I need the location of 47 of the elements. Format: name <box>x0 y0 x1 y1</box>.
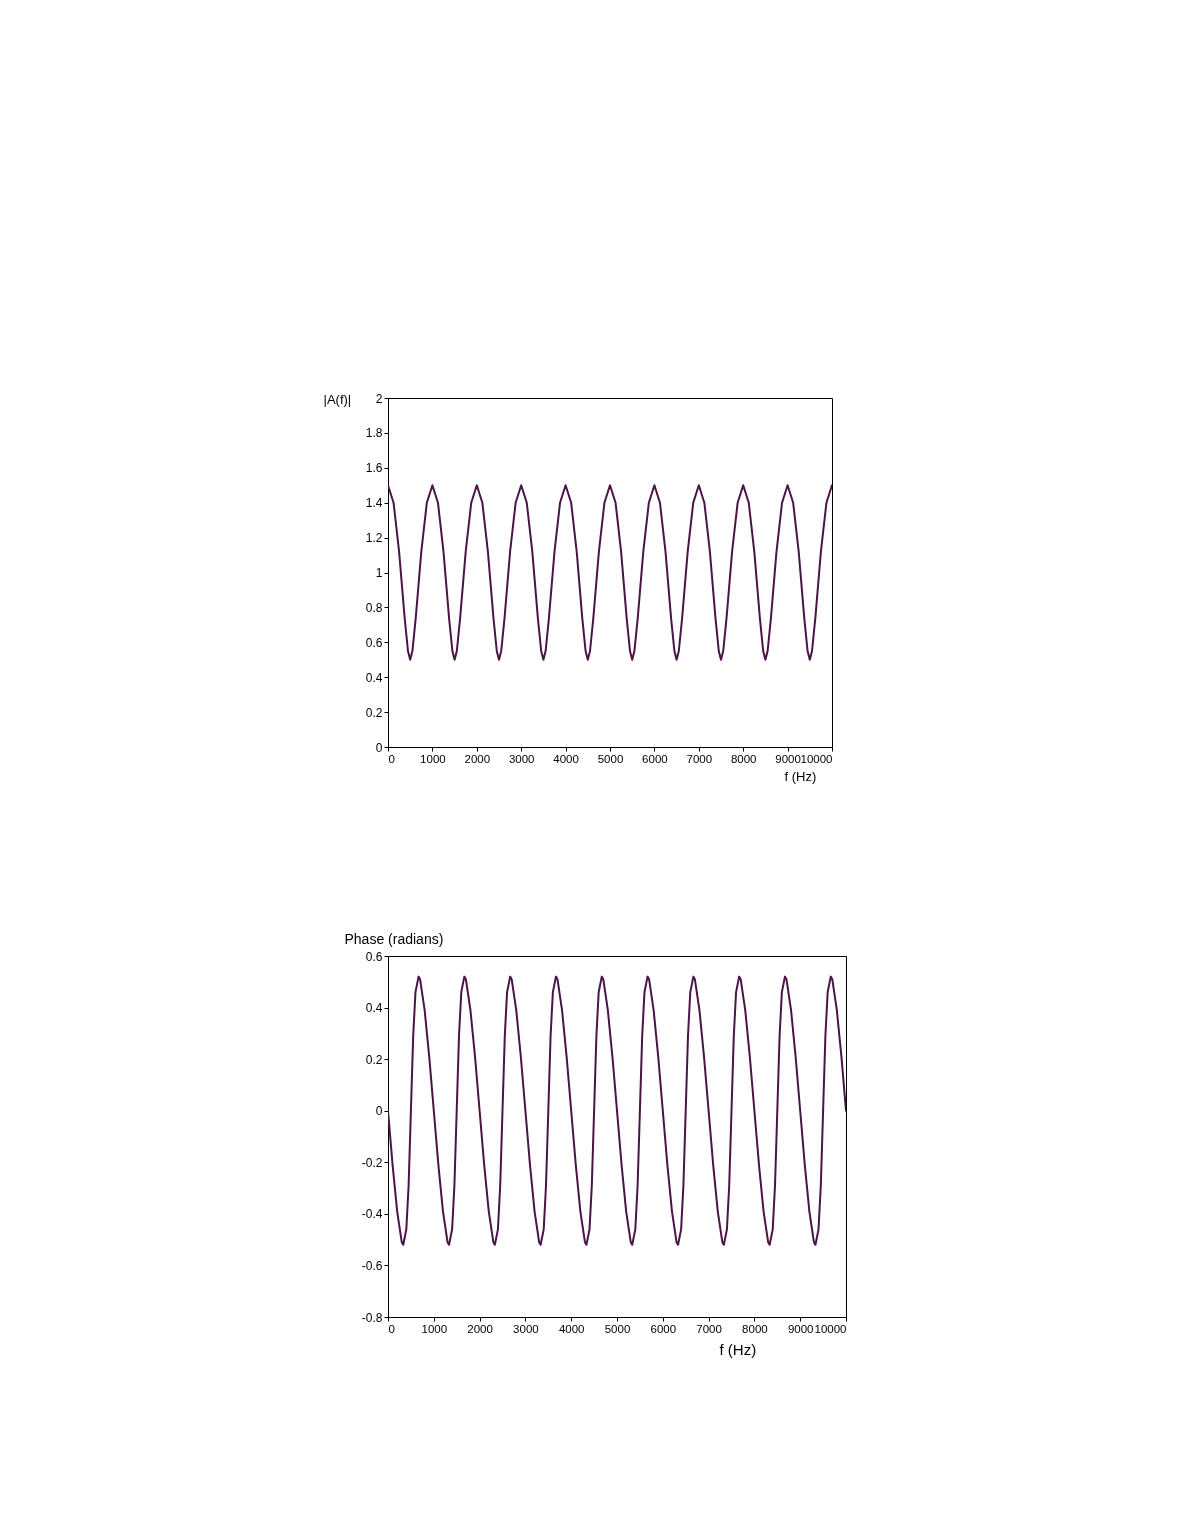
line-series <box>388 484 832 661</box>
y-tick-label: 0.2 <box>365 1052 383 1067</box>
y-tick-label: -0.2 <box>361 1155 383 1170</box>
x-tick-label: 6000 <box>642 752 668 765</box>
x-tick-label: 10000 <box>800 752 833 765</box>
x-tick-label: 7000 <box>696 1322 722 1335</box>
y-tick-label: -0.8 <box>361 1310 383 1325</box>
x-tick-label: 1000 <box>421 1322 448 1335</box>
x-tick-label: 8000 <box>742 1322 768 1335</box>
x-tick-label: 2000 <box>467 1322 493 1335</box>
x-tick-label: 4000 <box>553 752 579 765</box>
x-tick-label: 0 <box>388 752 395 765</box>
y-tick-label: 0.6 <box>365 949 383 964</box>
x-tick-label: 8000 <box>730 752 757 765</box>
x-tick-label: 7000 <box>686 752 713 765</box>
y-tick-label: 1.4 <box>365 496 383 511</box>
y-tick-label: 0.6 <box>365 635 383 650</box>
x-tick-label: 9000 <box>775 752 801 765</box>
x-tick-label: 0 <box>388 1322 395 1335</box>
y-tick-label: 2 <box>375 391 383 406</box>
y-tick-label: -0.4 <box>361 1207 383 1222</box>
x-tick-label: 3000 <box>513 1322 539 1335</box>
y-axis-title: |A(f)| <box>323 391 352 407</box>
x-tick-label: 6000 <box>650 1322 677 1335</box>
y-tick-label: 1.6 <box>365 461 383 476</box>
y-tick-label: 0.4 <box>365 670 383 685</box>
y-tick-label: 0.4 <box>365 1001 383 1016</box>
line-series <box>388 975 846 1246</box>
y-tick-label: 0 <box>375 1104 383 1119</box>
x-axis-title: f (Hz) <box>784 768 817 784</box>
x-tick-label: 3000 <box>508 752 535 765</box>
x-tick-label: 1000 <box>420 752 446 765</box>
y-tick-label: 1 <box>375 566 383 580</box>
x-tick-label: 5000 <box>597 752 624 765</box>
x-tick-label: 5000 <box>604 1322 631 1335</box>
y-tick-label: 0.8 <box>365 600 383 615</box>
y-tick-label: 1.2 <box>365 531 383 546</box>
y-tick-label: -0.6 <box>361 1258 383 1273</box>
y-axis-title: Phase (radians) <box>344 930 444 947</box>
x-axis-title: f (Hz) <box>719 1340 757 1358</box>
x-tick-label: 2000 <box>464 752 491 765</box>
y-tick-label: 0.2 <box>365 705 383 720</box>
y-tick-label: 1.8 <box>365 426 383 441</box>
x-tick-label: 4000 <box>558 1322 585 1335</box>
y-tick-label: 0 <box>375 740 383 755</box>
x-tick-label: 9000 <box>787 1322 814 1335</box>
x-tick-label: 10000 <box>814 1322 847 1335</box>
